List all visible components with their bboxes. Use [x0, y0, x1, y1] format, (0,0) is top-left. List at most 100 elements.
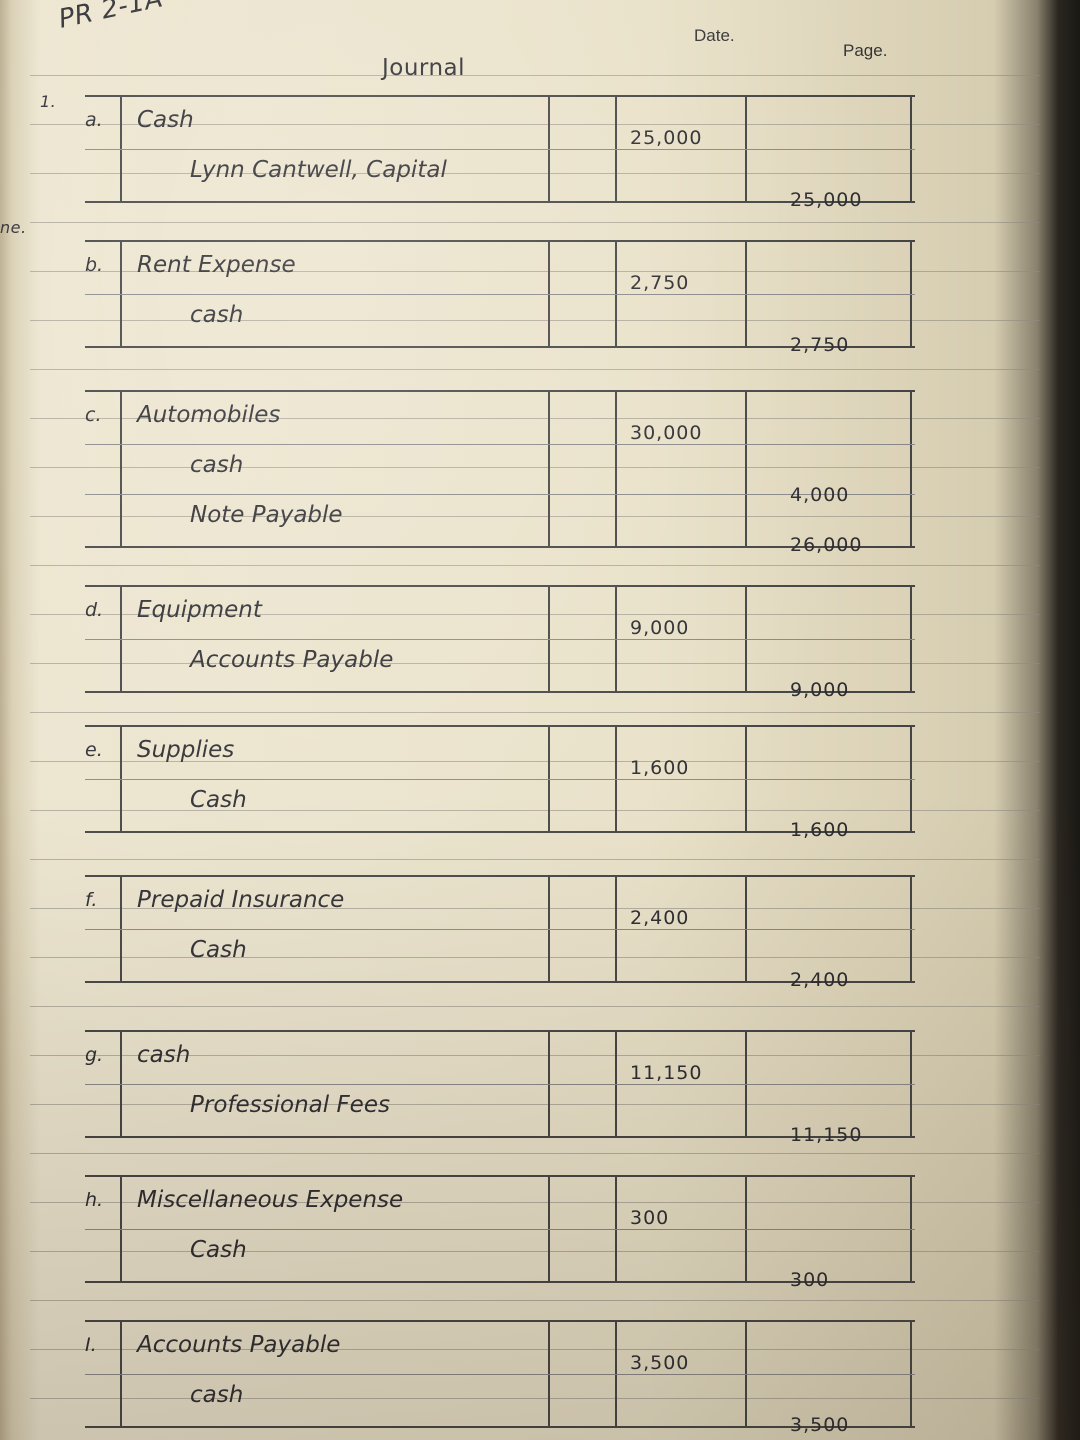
credit-amount: 2,750	[790, 334, 850, 356]
credit-amount: 4,000	[790, 484, 850, 506]
account-name: Cash	[190, 937, 247, 963]
entry-top-border	[85, 390, 915, 392]
date-label: Date.	[694, 26, 735, 45]
row-line	[85, 779, 915, 780]
account-name: Cash	[137, 107, 194, 133]
ruled-line	[30, 957, 1040, 958]
account-name: Equipment	[137, 597, 262, 623]
journal-entry: a. Cash 25,000 Lynn Cantwell, Capital 25,000	[85, 95, 915, 211]
entry-top-border	[85, 95, 915, 97]
journal-entry: f. Prepaid Insurance 2,400 Cash 2,400	[85, 875, 915, 991]
credit-amount: 26,000	[790, 534, 863, 556]
account-name: cash	[190, 302, 244, 328]
entry-letter: b.	[85, 254, 104, 276]
entry-letter: g.	[85, 1044, 104, 1066]
entry-top-border	[85, 875, 915, 877]
entry-bottom-border	[85, 346, 915, 348]
ruled-line	[30, 1300, 1040, 1301]
credit-amount: 1,600	[790, 819, 850, 841]
entry-top-border	[85, 725, 915, 727]
journal-entry: h. Miscellaneous Expense 300 Cash 300	[85, 1175, 915, 1291]
entry-bottom-border	[85, 546, 915, 548]
debit-amount: 2,750	[630, 272, 690, 294]
page-label: Page.	[843, 41, 888, 60]
account-name: Rent Expense	[137, 252, 296, 278]
ruled-line	[30, 467, 1040, 468]
row-line	[85, 494, 915, 495]
account-name: Cash	[190, 787, 247, 813]
entry-bottom-border	[85, 1426, 915, 1428]
entry-letter: h.	[85, 1189, 104, 1211]
credit-amount: 9,000	[790, 679, 850, 701]
part-number: 1.	[40, 92, 57, 111]
entry-letter: c.	[85, 404, 102, 426]
ruled-line	[30, 1349, 1040, 1350]
column-divider	[120, 390, 122, 548]
entry-bottom-border	[85, 1136, 915, 1138]
entry-bottom-border	[85, 831, 915, 833]
account-name: Accounts Payable	[137, 1332, 341, 1358]
ruled-line	[30, 173, 1040, 174]
ruled-line	[30, 222, 1040, 223]
journal-entry: I. Accounts Payable 3,500 cash 3,500	[85, 1320, 915, 1436]
ruled-line	[30, 1251, 1040, 1252]
journal-entry: g. cash 11,150 Professional Fees 11,150	[85, 1030, 915, 1146]
ruled-line	[30, 859, 1040, 860]
account-name: Cash	[190, 1237, 247, 1263]
debit-amount: 3,500	[630, 1352, 690, 1374]
row-line	[85, 1374, 915, 1375]
account-name: Note Payable	[190, 502, 343, 528]
margin-text: ne.	[0, 218, 27, 237]
account-name: Miscellaneous Expense	[137, 1187, 404, 1213]
account-name: cash	[137, 1042, 191, 1068]
ruled-line	[30, 761, 1040, 762]
column-divider	[548, 390, 550, 548]
ruled-line	[30, 1055, 1040, 1056]
entry-letter: e.	[85, 739, 103, 761]
ruled-line	[30, 271, 1040, 272]
ruled-line	[30, 908, 1040, 909]
entry-top-border	[85, 1030, 915, 1032]
journal-title: Journal	[382, 55, 466, 81]
ruled-line	[30, 1104, 1040, 1105]
debit-amount: 300	[630, 1207, 670, 1229]
account-name: Supplies	[137, 737, 235, 763]
entry-top-border	[85, 1320, 915, 1322]
credit-amount: 11,150	[790, 1124, 863, 1146]
debit-amount: 25,000	[630, 127, 703, 149]
ruled-line	[30, 516, 1040, 517]
credit-amount: 300	[790, 1269, 830, 1291]
entry-bottom-border	[85, 691, 915, 693]
entry-bottom-border	[85, 981, 915, 983]
ruled-line	[30, 565, 1040, 566]
journal-entry: b. Rent Expense 2,750 cash 2,750	[85, 240, 915, 356]
ruled-line	[30, 320, 1040, 321]
account-name: Professional Fees	[190, 1092, 390, 1118]
row-line	[85, 1084, 915, 1085]
ruled-line	[30, 418, 1040, 419]
entry-top-border	[85, 585, 915, 587]
account-name: Automobiles	[137, 402, 281, 428]
row-line	[85, 929, 915, 930]
ruled-line	[30, 810, 1040, 811]
debit-amount: 9,000	[630, 617, 690, 639]
credit-amount: 3,500	[790, 1414, 850, 1436]
row-line	[85, 639, 915, 640]
debit-amount: 30,000	[630, 422, 703, 444]
ruled-line	[30, 1006, 1040, 1007]
row-line	[85, 444, 915, 445]
column-divider	[745, 390, 747, 548]
ruled-line	[30, 663, 1040, 664]
debit-amount: 11,150	[630, 1062, 703, 1084]
ruled-line	[30, 1153, 1040, 1154]
account-name: Lynn Cantwell, Capital	[190, 157, 447, 183]
entry-letter: f.	[85, 889, 98, 911]
credit-amount: 25,000	[790, 189, 863, 211]
journal-entry: e. Supplies 1,600 Cash 1,600	[85, 725, 915, 841]
ruled-line	[30, 712, 1040, 713]
entry-letter: I.	[85, 1334, 97, 1356]
problem-label: PR 2-1A	[56, 0, 166, 35]
debit-amount: 2,400	[630, 907, 690, 929]
entry-letter: a.	[85, 109, 103, 131]
entry-top-border	[85, 1175, 915, 1177]
